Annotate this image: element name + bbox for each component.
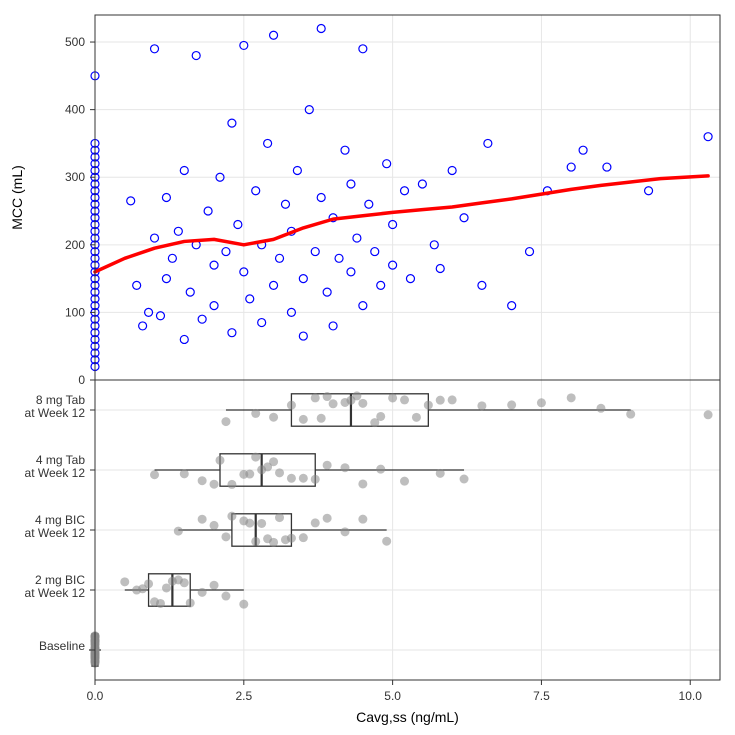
jitter-point	[477, 401, 486, 410]
y-tick-label: 100	[65, 305, 85, 319]
jitter-point	[299, 474, 308, 483]
y-tick-label: 200	[65, 238, 85, 252]
jitter-point	[358, 479, 367, 488]
jitter-point	[341, 527, 350, 536]
jitter-point	[198, 476, 207, 485]
x-tick-label: 7.5	[533, 689, 550, 703]
jitter-point	[448, 395, 457, 404]
jitter-point	[460, 475, 469, 484]
jitter-point	[269, 413, 278, 422]
jitter-point	[227, 480, 236, 489]
jitter-point	[287, 474, 296, 483]
jitter-point	[596, 404, 605, 413]
jitter-point	[275, 468, 284, 477]
x-tick-label: 0.0	[87, 689, 104, 703]
jitter-point	[150, 470, 159, 479]
jitter-point	[245, 470, 254, 479]
y-axis-label: MCC (mL)	[9, 165, 25, 230]
jitter-point	[221, 592, 230, 601]
jitter-point	[323, 392, 332, 401]
jitter-point	[221, 417, 230, 426]
jitter-point	[436, 469, 445, 478]
chart-container: 0.0 2.5 5.0 7.5 10.0 Cavg,ss (ng/mL) 0 100 200 30…	[0, 0, 735, 735]
jitter-point	[251, 409, 260, 418]
jitter-point	[156, 599, 165, 608]
jitter-point	[400, 395, 409, 404]
jitter-point	[180, 578, 189, 587]
jitter-point	[352, 391, 361, 400]
jitter-point	[210, 521, 219, 530]
jitter-point	[358, 515, 367, 524]
jitter-point	[537, 398, 546, 407]
jitter-point	[275, 513, 284, 522]
jitter-point	[317, 414, 326, 423]
jitter-point	[341, 463, 350, 472]
jitter-point	[210, 480, 219, 489]
jitter-point	[239, 600, 248, 609]
jitter-point	[198, 588, 207, 597]
jitter-point	[323, 514, 332, 523]
x-tick-label: 5.0	[384, 689, 401, 703]
jitter-point	[221, 532, 230, 541]
jitter-point	[245, 519, 254, 528]
y-tick-label: 400	[65, 103, 85, 117]
jitter-point	[424, 401, 433, 410]
jitter-point	[120, 577, 129, 586]
jitter-point	[436, 396, 445, 405]
jitter-point	[626, 410, 635, 419]
jitter-point	[216, 456, 225, 465]
jitter-point	[210, 581, 219, 590]
jitter-point	[329, 399, 338, 408]
x-tick-label: 2.5	[235, 689, 252, 703]
jitter-point	[198, 515, 207, 524]
jitter-point	[376, 412, 385, 421]
x-tick-label: 10.0	[679, 689, 703, 703]
jitter-point	[412, 413, 421, 422]
y-tick-label: 0	[78, 373, 85, 387]
jitter-point	[704, 410, 713, 419]
jitter-point	[269, 457, 278, 466]
category-label: Baseline	[39, 639, 85, 653]
jitter-point	[269, 538, 278, 547]
jitter-point	[287, 534, 296, 543]
jitter-point	[251, 453, 260, 462]
jitter-point	[376, 465, 385, 474]
jitter-point	[299, 533, 308, 542]
jitter-point	[358, 399, 367, 408]
jitter-point	[144, 579, 153, 588]
y-tick-label: 500	[65, 35, 85, 49]
jitter-point	[186, 598, 195, 607]
jitter-point	[174, 527, 183, 536]
jitter-point	[251, 537, 260, 546]
jitter-point	[382, 537, 391, 546]
x-axis-label: Cavg,ss (ng/mL)	[356, 709, 459, 725]
jitter-point	[287, 401, 296, 410]
jitter-point	[323, 461, 332, 470]
jitter-point	[299, 415, 308, 424]
jitter-point	[507, 400, 516, 409]
jitter-point	[257, 519, 266, 528]
jitter-point	[227, 512, 236, 521]
jitter-point	[311, 518, 320, 527]
y-tick-label: 300	[65, 170, 85, 184]
jitter-point	[388, 393, 397, 402]
jitter-point	[311, 475, 320, 484]
combined-chart: 0.0 2.5 5.0 7.5 10.0 Cavg,ss (ng/mL) 0 100 200 30…	[0, 0, 735, 735]
jitter-point	[180, 469, 189, 478]
jitter-point	[162, 583, 171, 592]
jitter-point	[311, 393, 320, 402]
jitter-point	[400, 477, 409, 486]
jitter-point	[567, 393, 576, 402]
